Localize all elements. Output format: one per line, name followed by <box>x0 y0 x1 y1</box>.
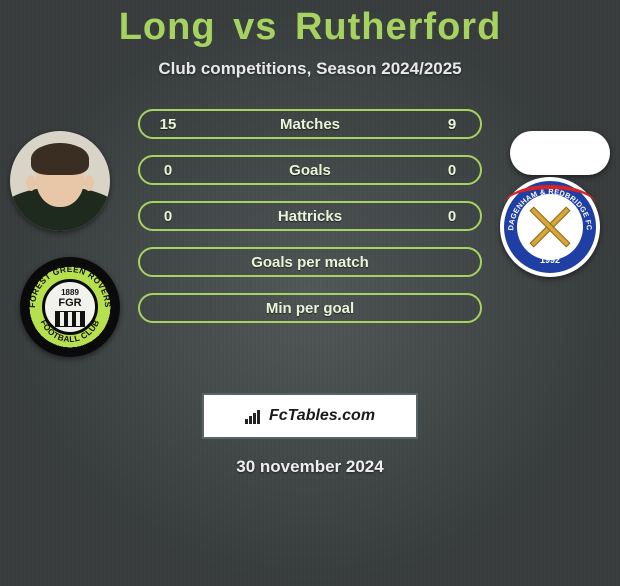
attribution-box: FcTables.com <box>202 393 418 439</box>
right-club-badge: DAGENHAM & REDBRIDGE FC 1992 <box>500 177 600 277</box>
player2-avatar-placeholder <box>510 131 610 175</box>
attribution-text: FcTables.com <box>269 407 375 425</box>
stat-row-mpg: Min per goal <box>138 293 482 323</box>
dag-year: 1992 <box>540 255 560 265</box>
subtitle: Club competitions, Season 2024/2025 <box>0 59 620 79</box>
player2-name: Rutherford <box>295 6 501 48</box>
vs-label: vs <box>233 6 277 48</box>
stat-left-value: 15 <box>154 116 182 133</box>
stat-label: Min per goal <box>182 300 438 317</box>
stat-left-value: 0 <box>154 208 182 225</box>
stat-label: Matches <box>182 116 438 133</box>
stat-row-gpm: Goals per match <box>138 247 482 277</box>
fgr-stripes-icon <box>55 311 85 327</box>
player1-name: Long <box>119 6 216 48</box>
stat-row-matches: 15 Matches 9 <box>138 109 482 139</box>
stat-label: Goals per match <box>182 254 438 271</box>
comparison-stage: FOREST GREEN ROVERS FOOTBALL CLUB 1889 F… <box>0 109 620 389</box>
stat-label: Hattricks <box>182 208 438 225</box>
stat-rows: 15 Matches 9 0 Goals 0 0 Hattricks 0 Goa… <box>138 109 482 339</box>
stat-label: Goals <box>182 162 438 179</box>
player1-avatar <box>10 131 110 231</box>
stat-left-value: 0 <box>154 162 182 179</box>
fgr-abbr: FGR <box>58 297 81 309</box>
date: 30 november 2024 <box>0 457 620 477</box>
page-title: Long vs Rutherford <box>0 6 620 49</box>
stat-right-value: 0 <box>438 208 466 225</box>
stat-right-value: 9 <box>438 116 466 133</box>
fgr-year: 1889 <box>61 288 79 297</box>
stat-row-goals: 0 Goals 0 <box>138 155 482 185</box>
barchart-icon <box>245 408 263 424</box>
crossed-daggers-icon <box>517 194 583 260</box>
left-club-badge: FOREST GREEN ROVERS FOOTBALL CLUB 1889 F… <box>20 257 120 357</box>
stat-row-hattricks: 0 Hattricks 0 <box>138 201 482 231</box>
stat-right-value: 0 <box>438 162 466 179</box>
